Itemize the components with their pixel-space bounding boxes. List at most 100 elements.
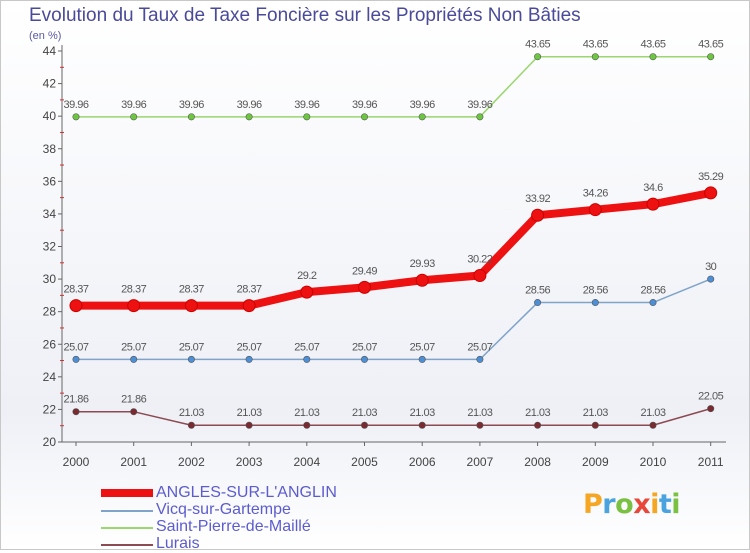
x-tick-label: 2011 xyxy=(698,455,724,469)
data-label: 21.86 xyxy=(63,394,88,406)
data-point xyxy=(534,299,542,307)
data-point xyxy=(130,113,138,121)
x-tick-label: 2005 xyxy=(351,455,378,469)
data-label: 25.07 xyxy=(179,341,204,353)
y-tick-label: 28 xyxy=(43,305,57,319)
data-label: 21.03 xyxy=(410,407,435,419)
data-point xyxy=(591,299,599,307)
data-label: 30.22 xyxy=(467,253,492,265)
data-point xyxy=(300,285,314,299)
data-label: 29.93 xyxy=(410,258,435,270)
data-point xyxy=(418,421,426,429)
data-point xyxy=(72,355,80,363)
data-point xyxy=(360,421,368,429)
data-label: 29.2 xyxy=(297,270,317,282)
data-point xyxy=(69,299,83,313)
data-point xyxy=(476,355,484,363)
logo-letter: P xyxy=(583,489,603,520)
data-point xyxy=(588,203,602,217)
series-line xyxy=(72,188,715,310)
y-tick-label: 30 xyxy=(43,272,57,286)
logo-letter: r xyxy=(602,489,616,520)
data-point xyxy=(72,113,80,121)
data-label: 21.03 xyxy=(237,407,262,419)
data-label: 43.65 xyxy=(698,39,723,51)
y-tick-label: 38 xyxy=(43,142,57,156)
data-label: 39.96 xyxy=(410,99,435,111)
data-label: 25.07 xyxy=(63,341,88,353)
logo-letter: i xyxy=(671,489,681,520)
logo-letter: x xyxy=(633,489,651,520)
x-tick-label: 2010 xyxy=(640,455,667,469)
data-label: 28.56 xyxy=(525,285,550,297)
data-point xyxy=(303,421,311,429)
data-point xyxy=(704,186,718,200)
data-label: 28.37 xyxy=(179,284,204,296)
legend-swatch-angles xyxy=(101,489,153,497)
data-point xyxy=(649,299,657,307)
data-point xyxy=(476,113,484,121)
legend-swatch-lurais xyxy=(101,544,153,546)
data-label: 25.07 xyxy=(352,341,377,353)
series-line xyxy=(75,407,712,426)
data-point xyxy=(187,421,195,429)
y-tick-label: 22 xyxy=(43,402,57,416)
data-label: 28.56 xyxy=(583,285,608,297)
data-label: 34.6 xyxy=(643,182,663,194)
data-label: 39.96 xyxy=(467,99,492,111)
data-label: 39.96 xyxy=(237,99,262,111)
data-label: 21.03 xyxy=(179,407,204,419)
x-tick-label: 2006 xyxy=(409,455,436,469)
data-label: 29.49 xyxy=(352,265,377,277)
data-point xyxy=(591,53,599,61)
data-label: 25.07 xyxy=(410,341,435,353)
series-line xyxy=(75,55,712,118)
data-label: 28.37 xyxy=(237,284,262,296)
data-point xyxy=(415,273,429,287)
data-label: 25.07 xyxy=(121,341,146,353)
data-point xyxy=(591,421,599,429)
logo-letter: t xyxy=(658,489,672,520)
data-point xyxy=(360,113,368,121)
data-label: 28.56 xyxy=(640,285,665,297)
data-point xyxy=(418,113,426,121)
data-label: 33.92 xyxy=(525,193,550,205)
data-point xyxy=(245,421,253,429)
data-label: 21.03 xyxy=(294,407,319,419)
legend-swatch-vicq xyxy=(101,510,153,512)
series-line xyxy=(75,278,712,361)
data-point xyxy=(130,355,138,363)
data-point xyxy=(418,355,426,363)
data-point xyxy=(245,355,253,363)
data-label: 34.26 xyxy=(583,188,608,200)
x-tick-label: 2002 xyxy=(178,455,205,469)
y-tick-label: 36 xyxy=(43,174,57,188)
y-tick-label: 32 xyxy=(43,240,57,254)
legend-label-vicq: Vicq-sur-Gartempe xyxy=(156,501,291,518)
proxiti-logo: Proxiti xyxy=(583,489,681,520)
y-tick-label: 44 xyxy=(43,44,57,58)
x-tick-label: 2000 xyxy=(63,455,90,469)
x-tick-label: 2003 xyxy=(236,455,263,469)
legend-swatch-saint-pierre xyxy=(101,527,153,529)
x-tick-label: 2008 xyxy=(524,455,551,469)
y-axis-unit: (en %) xyxy=(29,30,62,42)
data-point xyxy=(534,421,542,429)
data-point xyxy=(649,421,657,429)
data-point xyxy=(303,113,311,121)
logo-letter: o xyxy=(615,489,634,520)
data-label: 39.96 xyxy=(63,99,88,111)
data-label: 28.37 xyxy=(63,284,88,296)
chart-title: Evolution du Taux de Taxe Foncière sur l… xyxy=(29,5,581,26)
data-point xyxy=(358,280,371,294)
data-point xyxy=(303,355,311,363)
x-tick-label: 2001 xyxy=(120,455,147,469)
x-tick-label: 2004 xyxy=(293,455,320,469)
data-label: 21.03 xyxy=(352,407,377,419)
data-point xyxy=(534,53,542,61)
data-point xyxy=(187,355,195,363)
data-point xyxy=(646,197,660,211)
data-point xyxy=(242,299,256,313)
data-label: 35.29 xyxy=(698,171,723,183)
